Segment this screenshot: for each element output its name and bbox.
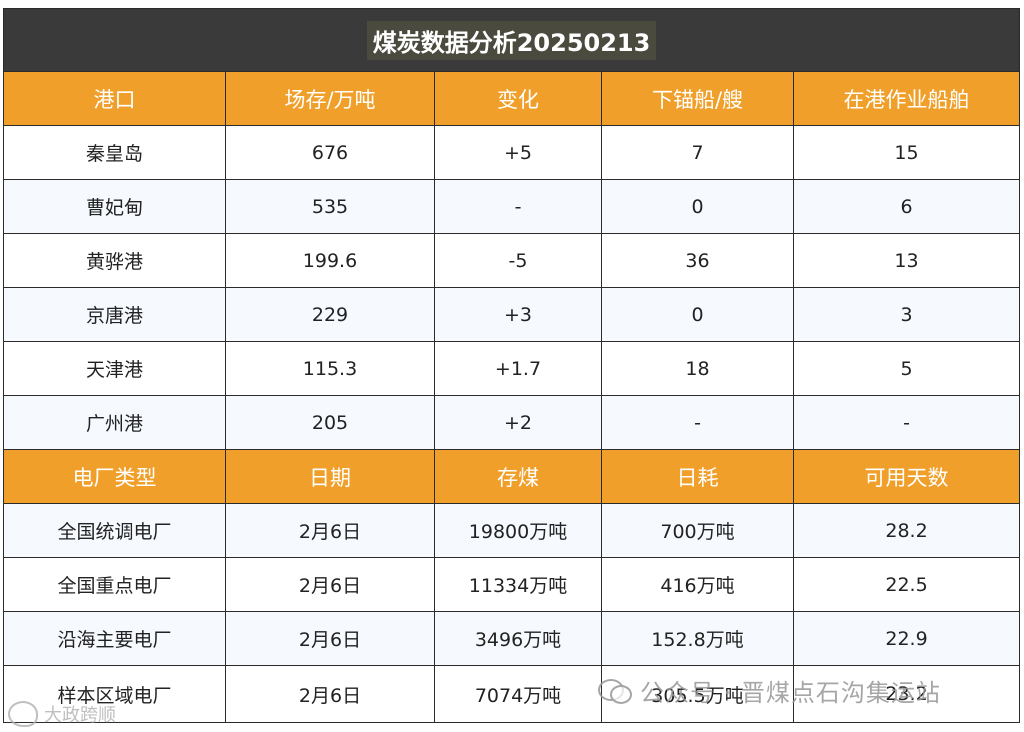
title-cell: 煤炭数据分析20250213 — [2, 8, 1021, 72]
port-cell: +2 — [434, 395, 602, 450]
port-cell: 535 — [225, 179, 435, 234]
port-header-cell: 场存/万吨 — [225, 71, 435, 126]
coal-data-sheet: 煤炭数据分析20250213 港口 场存/万吨 变化 下锚船/艘 在港作业船舶 … — [2, 8, 1021, 723]
port-cell: 115.3 — [225, 341, 435, 396]
port-cell: 36 — [601, 233, 794, 288]
plant-header-cell: 可用天数 — [792, 449, 1021, 504]
plant-cell: 305.5万吨 — [601, 665, 794, 723]
plant-cell: 全国统调电厂 — [3, 503, 226, 558]
port-cell: 秦皇岛 — [3, 125, 226, 180]
port-cell: 京唐港 — [3, 287, 226, 342]
plant-header-row: 电厂类型 日期 存煤 日耗 可用天数 — [3, 449, 1021, 504]
plant-cell: 152.8万吨 — [601, 611, 794, 666]
plant-cell: 2月6日 — [225, 611, 435, 666]
port-cell: -5 — [434, 233, 602, 288]
port-cell: 229 — [225, 287, 435, 342]
port-cell: 天津港 — [3, 341, 226, 396]
plant-header-cell: 电厂类型 — [3, 449, 226, 504]
port-row: 秦皇岛 676 +5 7 15 — [3, 125, 1021, 180]
plant-header-cell: 日耗 — [601, 449, 794, 504]
port-cell: +3 — [434, 287, 602, 342]
plant-row: 全国统调电厂 2月6日 19800万吨 700万吨 28.2 — [3, 503, 1021, 558]
port-header-cell: 变化 — [434, 71, 602, 126]
plant-cell: 22.9 — [792, 611, 1021, 666]
port-cell: 15 — [792, 125, 1021, 180]
plant-cell: 全国重点电厂 — [3, 557, 226, 612]
port-cell: 199.6 — [225, 233, 435, 288]
port-cell: - — [792, 395, 1021, 450]
plant-row: 样本区域电厂 2月6日 7074万吨 305.5万吨 23.2 — [3, 665, 1021, 723]
plant-cell: 样本区域电厂 — [3, 665, 226, 723]
plant-cell: 沿海主要电厂 — [3, 611, 226, 666]
port-cell: +1.7 — [434, 341, 602, 396]
plant-cell: 19800万吨 — [434, 503, 602, 558]
port-row: 京唐港 229 +3 0 3 — [3, 287, 1021, 342]
port-row: 曹妃甸 535 - 0 6 — [3, 179, 1021, 234]
port-cell: 6 — [792, 179, 1021, 234]
plant-cell: 700万吨 — [601, 503, 794, 558]
port-header-cell: 下锚船/艘 — [601, 71, 794, 126]
port-cell: 13 — [792, 233, 1021, 288]
port-row: 广州港 205 +2 - - — [3, 395, 1021, 450]
plant-cell: 2月6日 — [225, 665, 435, 723]
port-header-cell: 在港作业船舶 — [792, 71, 1021, 126]
port-cell: 广州港 — [3, 395, 226, 450]
port-cell: 18 — [601, 341, 794, 396]
port-cell: 676 — [225, 125, 435, 180]
data-table: 煤炭数据分析20250213 港口 场存/万吨 变化 下锚船/艘 在港作业船舶 … — [2, 8, 1021, 723]
plant-cell: 7074万吨 — [434, 665, 602, 723]
plant-cell: 11334万吨 — [434, 557, 602, 612]
plant-cell: 28.2 — [792, 503, 1021, 558]
port-cell: 205 — [225, 395, 435, 450]
port-cell: 3 — [792, 287, 1021, 342]
plant-cell: 2月6日 — [225, 503, 435, 558]
port-cell: +5 — [434, 125, 602, 180]
title-row: 煤炭数据分析20250213 — [2, 8, 1021, 72]
port-cell: 黄骅港 — [3, 233, 226, 288]
plant-row: 全国重点电厂 2月6日 11334万吨 416万吨 22.5 — [3, 557, 1021, 612]
port-cell: - — [601, 395, 794, 450]
port-cell: 0 — [601, 179, 794, 234]
port-cell: 5 — [792, 341, 1021, 396]
port-cell: - — [434, 179, 602, 234]
plant-row: 沿海主要电厂 2月6日 3496万吨 152.8万吨 22.9 — [3, 611, 1021, 666]
port-header-cell: 港口 — [3, 71, 226, 126]
plant-cell: 416万吨 — [601, 557, 794, 612]
plant-header-cell: 存煤 — [434, 449, 602, 504]
port-row: 黄骅港 199.6 -5 36 13 — [3, 233, 1021, 288]
port-cell: 7 — [601, 125, 794, 180]
port-cell: 曹妃甸 — [3, 179, 226, 234]
port-row: 天津港 115.3 +1.7 18 5 — [3, 341, 1021, 396]
plant-cell: 2月6日 — [225, 557, 435, 612]
plant-header-cell: 日期 — [225, 449, 435, 504]
plant-cell: 22.5 — [792, 557, 1021, 612]
port-header-row: 港口 场存/万吨 变化 下锚船/艘 在港作业船舶 — [3, 71, 1021, 126]
plant-cell: 23.2 — [792, 665, 1021, 723]
plant-cell: 3496万吨 — [434, 611, 602, 666]
port-cell: 0 — [601, 287, 794, 342]
page-title: 煤炭数据分析20250213 — [366, 20, 657, 60]
